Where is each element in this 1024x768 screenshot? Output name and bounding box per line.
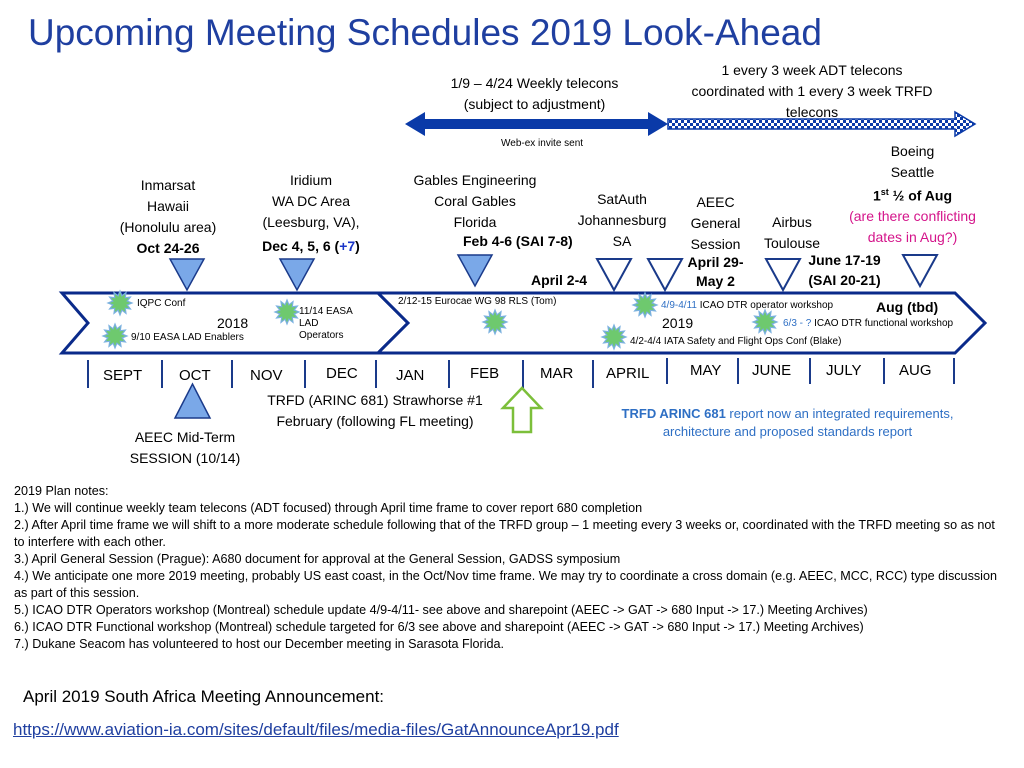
month-july: JULY: [826, 362, 862, 379]
adt-telecons-label: 1 every 3 week ADT telecons coordinated …: [691, 62, 933, 120]
note-item: 3.) April General Session (Prague): A680…: [14, 552, 621, 566]
month-nov: NOV: [250, 367, 283, 384]
dtr-operators-burst: [631, 291, 659, 319]
note-item: 7.) Dukane Seacom has volunteered to hos…: [14, 637, 505, 651]
timeline-graphic: [58, 110, 988, 434]
triangle-iridium: [278, 258, 316, 292]
trfd-report-note: TRFD ARINC 681 report now an integrated …: [621, 406, 954, 439]
boeing-date: Aug (tbd): [876, 299, 939, 315]
month-oct: OCT: [179, 367, 211, 384]
announcement-label: April 2019 South Africa Meeting Announce…: [23, 687, 385, 706]
meeting-gables: Gables Engineering Coral Gables Florida: [413, 172, 537, 230]
triangle-inmarsat: [168, 258, 206, 292]
weekly-telecons-arrow: [405, 112, 668, 136]
month-mar: MAR: [540, 365, 574, 382]
event-dtr-functional: 6/3 - ? ICAO DTR functional workshop: [783, 318, 954, 329]
note-item: 5.) ICAO DTR Operators workshop (Montrea…: [14, 603, 868, 617]
triangle-aeec-midterm: [173, 382, 212, 419]
month-april: APRIL: [606, 365, 650, 382]
meeting-boeing: Boeing Seattle 1st ½ of Aug (are there c…: [849, 143, 976, 245]
easa-ops-burst: [273, 298, 301, 326]
triangle-boeing: [901, 254, 939, 289]
month-ticks: [87, 358, 955, 388]
month-sept: SEPT: [103, 367, 143, 384]
webex-label: Web-ex invite sent: [501, 138, 584, 149]
up-arrow-trfd: [500, 386, 544, 434]
announcement-link[interactable]: https://www.aviation-ia.com/sites/defaul…: [13, 720, 619, 739]
note-item: 6.) ICAO DTR Functional workshop (Montre…: [14, 620, 864, 634]
timeline-2019: [374, 291, 988, 355]
trfd-strawhorse-label: TRFD (ARINC 681) Strawhorse #1 February …: [267, 392, 483, 429]
dtr-functional-burst: [751, 308, 779, 336]
month-may: MAY: [690, 362, 722, 379]
plan-notes: 2019 Plan notes: 1.) We will continue we…: [14, 483, 1004, 653]
triangle-airbus: [764, 258, 802, 293]
meeting-triangles: [168, 254, 939, 293]
event-iata: 4/2-4/4 IATA Safety and Flight Ops Conf …: [630, 336, 842, 347]
year-2019: 2019: [662, 315, 694, 331]
easa-lad-burst: [101, 322, 129, 350]
event-eurocae: 2/12-15 Eurocae WG 98 RLS (Tom): [398, 296, 557, 307]
triangle-gables: [456, 254, 494, 288]
meeting-airbus: Airbus Toulouse: [763, 214, 821, 251]
airbus-date: June 17-19 (SAI 20-21): [808, 252, 881, 288]
weekly-telecons-label: 1/9 – 4/24 Weekly telecons (subject to a…: [450, 75, 619, 112]
meeting-aeec: AEEC General Session: [690, 194, 741, 252]
meeting-inmarsat: Inmarsat Hawaii (Honolulu area) Oct 24-2…: [119, 177, 217, 256]
iqpc-burst: [106, 289, 134, 317]
event-iqpc: IQPC Conf: [137, 298, 186, 309]
note-item: 4.) We anticipate one more 2019 meeting,…: [14, 569, 997, 600]
triangle-satauth: [595, 258, 633, 293]
month-jan: JAN: [396, 367, 425, 384]
month-feb: FEB: [470, 365, 500, 382]
iata-burst: [600, 323, 628, 351]
meeting-iridium: Iridium WA DC Area (Leesburg, VA), Dec 4…: [236, 170, 386, 257]
aeec-date: April 29- May 2: [687, 254, 744, 289]
month-june: JUNE: [752, 362, 792, 379]
month-aug: AUG: [899, 362, 932, 379]
meeting-satauth: SatAuth Johannesburg SA: [577, 191, 667, 249]
gables-date: Feb 4-6 (SAI 7-8): [463, 233, 573, 249]
starbursts: [101, 289, 779, 351]
adt-telecons-arrow: [667, 110, 977, 138]
month-dec: DEC: [326, 365, 358, 382]
event-dtr-operators: 4/9-4/11 ICAO DTR operator workshop: [661, 300, 834, 311]
iridium-date: Dec 4, 5, 6 (+7): [262, 238, 360, 254]
note-item: 2.) After April time frame we will shift…: [14, 518, 995, 549]
event-easa-lad: 9/10 EASA LAD Enablers: [131, 332, 244, 343]
note-item: 1.) We will continue weekly team telecon…: [14, 501, 643, 515]
year-2018: 2018: [217, 315, 249, 331]
satauth-date: April 2-4: [531, 272, 588, 288]
notes-heading: 2019 Plan notes:: [14, 484, 109, 498]
aeec-midterm-label: AEEC Mid-Term SESSION (10/14): [129, 429, 241, 466]
eurocae-burst: [481, 308, 509, 336]
page-title: Upcoming Meeting Schedules 2019 Look-Ahe…: [28, 12, 822, 53]
triangle-aeec: [646, 258, 684, 293]
event-easa-ops: 11/14 EASA LAD Operators: [299, 306, 353, 341]
